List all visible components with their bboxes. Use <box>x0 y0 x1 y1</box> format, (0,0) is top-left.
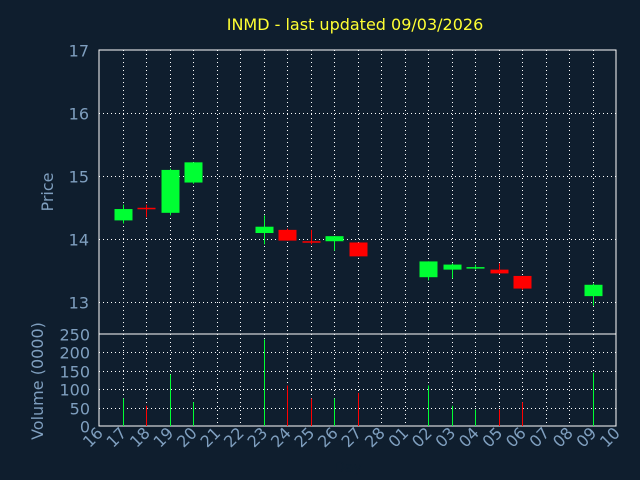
candle-body <box>419 261 438 278</box>
price-tick-label: 14 <box>69 231 89 250</box>
price-tick-label: 13 <box>69 294 89 313</box>
candle-body <box>302 241 321 243</box>
x-axis-label: Day <box>334 460 362 476</box>
volume-tick-label: 150 <box>59 363 90 382</box>
candle-body <box>114 209 133 221</box>
volume-axis-label: Volume (0000) <box>28 322 47 440</box>
candle-body <box>161 169 180 213</box>
volume-plot-frame <box>98 333 617 427</box>
candle-body <box>443 264 462 270</box>
x-ticks: 1617181920212223242526272801020304050607… <box>79 423 624 451</box>
price-axis-label: Price <box>38 172 57 211</box>
volume-tick-label: 100 <box>59 381 90 400</box>
volume-grid <box>99 334 616 426</box>
price-tick-label: 16 <box>69 105 89 124</box>
volume-tick-label: 0 <box>80 418 90 437</box>
chart-title: INMD - last updated 09/03/2026 <box>227 15 484 34</box>
candle-body <box>184 162 203 183</box>
x-tick-label: 10 <box>596 423 624 451</box>
candle-body <box>584 284 603 297</box>
candle-body <box>490 269 509 274</box>
candle-body <box>137 207 156 210</box>
candle-body <box>466 267 485 269</box>
candle-body <box>513 275 532 289</box>
price-grid <box>99 50 616 334</box>
price-tick-label: 17 <box>69 42 89 61</box>
candle-body <box>349 242 368 257</box>
volume-tick-label: 50 <box>70 400 90 419</box>
volume-tick-label: 200 <box>59 344 90 363</box>
price-y-ticks: 13 14 15 16 17 <box>69 42 89 313</box>
volume-bars <box>123 339 594 426</box>
candle-body <box>325 236 344 242</box>
price-tick-label: 15 <box>69 168 89 187</box>
candle-body <box>278 229 297 241</box>
candle-body <box>255 226 274 234</box>
candles <box>114 162 603 306</box>
volume-tick-label: 250 <box>59 326 90 345</box>
